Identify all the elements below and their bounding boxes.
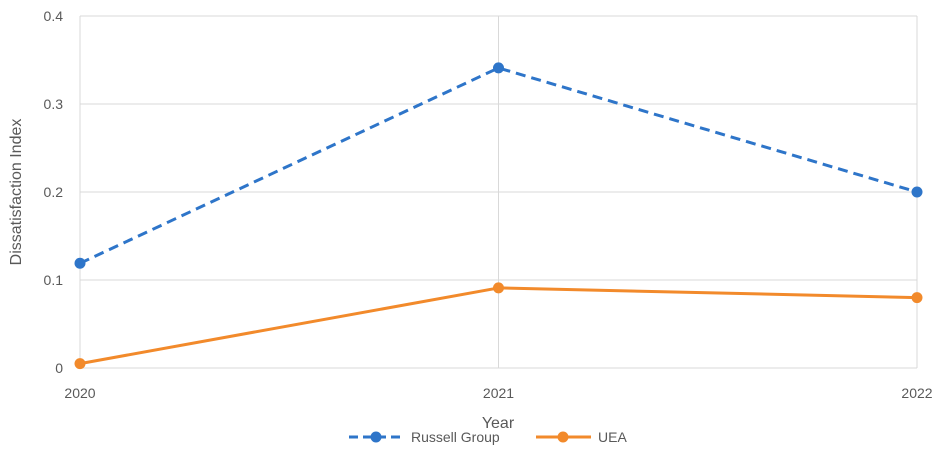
x-axis-title: Year [482,415,515,432]
y-tick-label: 0 [55,360,63,376]
y-tick-label: 0.1 [44,272,64,288]
legend-swatch-marker [557,431,569,443]
legend-label: Russell Group [411,429,500,445]
legend-label: UEA [598,429,627,445]
data-point [493,282,504,294]
x-tick-label: 2022 [901,385,932,401]
data-point [911,292,923,304]
x-tick-labels: 2020 2021 2022 [64,385,932,401]
legend-swatch-marker [370,431,382,443]
legend: Russell Group UEA [349,429,627,445]
data-point [493,62,504,74]
data-point [74,358,86,370]
y-tick-labels: 0 0.1 0.2 0.3 0.4 [44,8,64,376]
gridlines [79,15,918,369]
y-tick-label: 0.3 [44,96,64,112]
y-tick-label: 0.4 [44,8,64,24]
series-line-0 [79,66,918,265]
series-layer [74,62,923,370]
data-point [911,186,923,198]
y-tick-label: 0.2 [44,184,64,200]
y-axis-title: Dissatisfaction Index [8,119,25,266]
data-point [74,257,86,269]
x-tick-label: 2021 [483,385,514,401]
x-tick-label: 2020 [64,385,95,401]
